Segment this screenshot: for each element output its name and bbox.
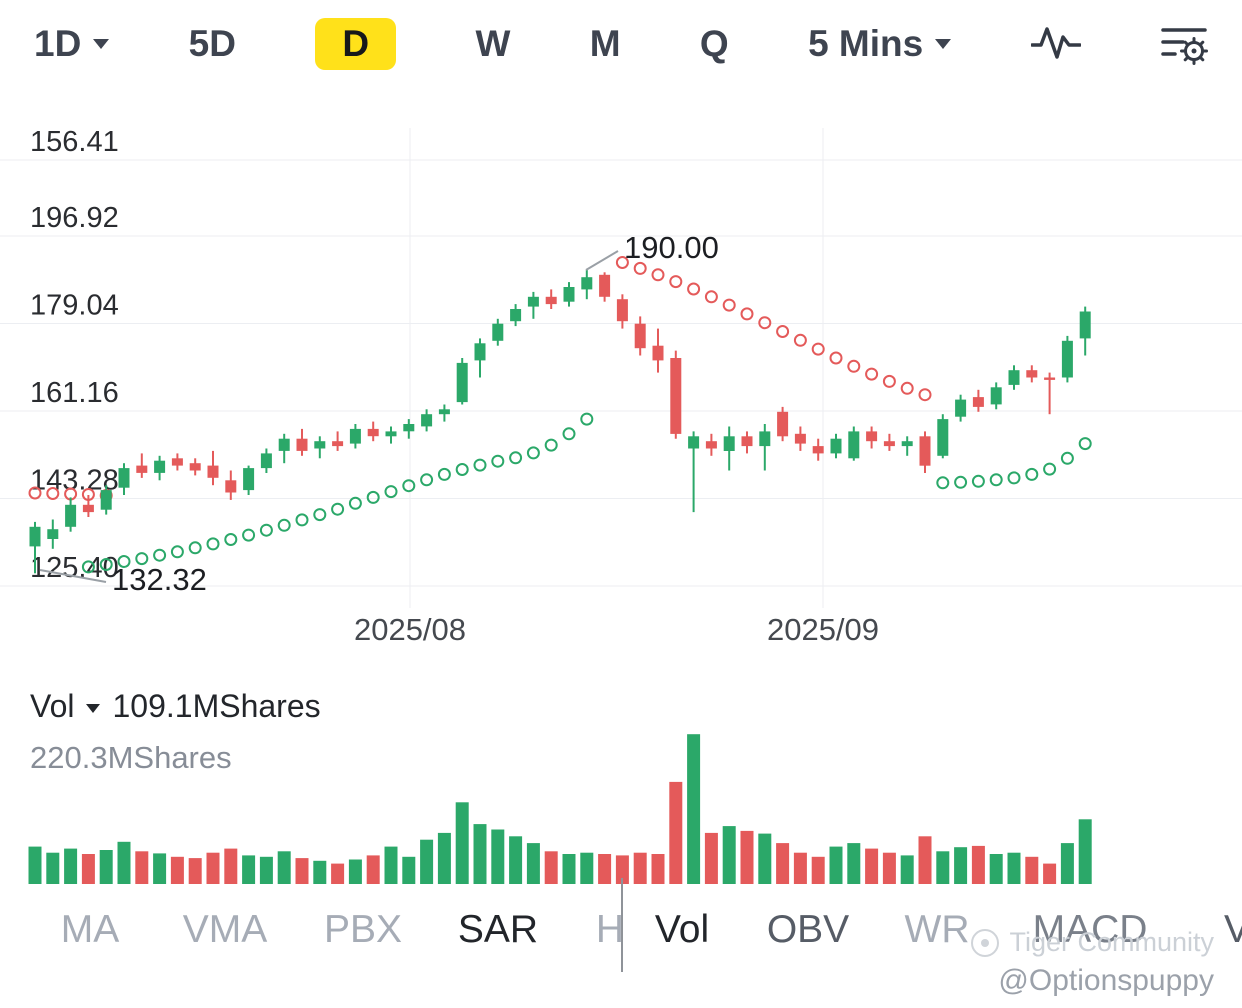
period-tab-label: 5D [188,23,236,64]
line-chart-icon[interactable] [1030,24,1081,64]
chevron-down-icon [86,704,101,713]
period-tab-label: W [475,23,511,64]
period-tab-m[interactable]: M [590,23,621,65]
svg-text:161.16: 161.16 [30,377,119,409]
tab-wr[interactable]: WR [904,908,970,951]
chevron-down-icon [93,39,110,49]
volume-panel[interactable]: Vol 109.1MShares 220.3MShares [0,662,1242,886]
volume-indicator-header[interactable]: Vol 109.1MShares [30,688,321,725]
volume-indicator-label: Vol [30,688,75,724]
period-tab-q[interactable]: Q [700,23,729,65]
period-tab-w[interactable]: W [475,23,510,65]
indicator-settings-icon[interactable] [1160,23,1208,65]
period-tab-label: M [589,23,621,64]
tiger-logo-icon [971,928,1000,957]
tab-obv[interactable]: OBV [766,908,850,951]
tab-v-partial[interactable]: V [1223,908,1242,951]
svg-text:156.41: 156.41 [30,126,119,158]
chevron-down-icon [935,39,952,49]
x-axis: 2025/08 2025/09 [0,608,1242,662]
svg-text:132.32: 132.32 [112,562,207,597]
watermark-community: Tiger Community [1009,927,1214,957]
svg-text:125.40: 125.40 [30,552,119,584]
timeframe-dropdown[interactable]: 1D [34,23,110,65]
tab-group-divider [621,878,623,972]
tab-sar-active[interactable]: SAR [457,908,539,951]
indicator-tab-bar: MA VMA PBX SAR H Vol OBV WR MACD V [0,878,1242,980]
tab-ma[interactable]: MA [60,908,120,951]
svg-text:196.92: 196.92 [30,202,119,234]
volume-bars-chart[interactable] [0,662,1242,886]
svg-text:190.00: 190.00 [624,230,719,265]
interval-dropdown[interactable]: 5 Mins [808,23,952,65]
tab-vol-active[interactable]: Vol [654,908,710,951]
interval-dropdown-label: 5 Mins [808,23,924,64]
chart-toolbar: 1D 5D D W M Q 5 Mins [0,0,1242,88]
svg-text:179.04: 179.04 [30,290,119,322]
tab-h-partial[interactable]: H [595,908,625,951]
period-tab-label: Q [699,23,729,64]
candlestick-chart[interactable]: 156.41196.92179.04161.16143.28125.40190.… [0,88,1242,608]
tab-pbx[interactable]: PBX [323,908,403,951]
tab-vma[interactable]: VMA [182,908,268,951]
volume-current-value: 109.1MShares [112,688,321,724]
x-axis-label-sep: 2025/09 [766,612,880,647]
period-tab-d-active[interactable]: D [315,18,397,70]
watermark-handle: @Optionspuppy [998,964,1214,997]
timeframe-dropdown-label: 1D [34,23,82,64]
volume-scale-max: 220.3MShares [30,740,232,775]
x-axis-label-aug: 2025/08 [353,612,467,647]
period-tab-label: D [342,23,370,64]
watermark: Tiger Community @Optionspuppy [971,927,1214,998]
tab-macd[interactable]: MACD [1032,908,1148,951]
period-tab-5d[interactable]: 5D [189,23,236,65]
